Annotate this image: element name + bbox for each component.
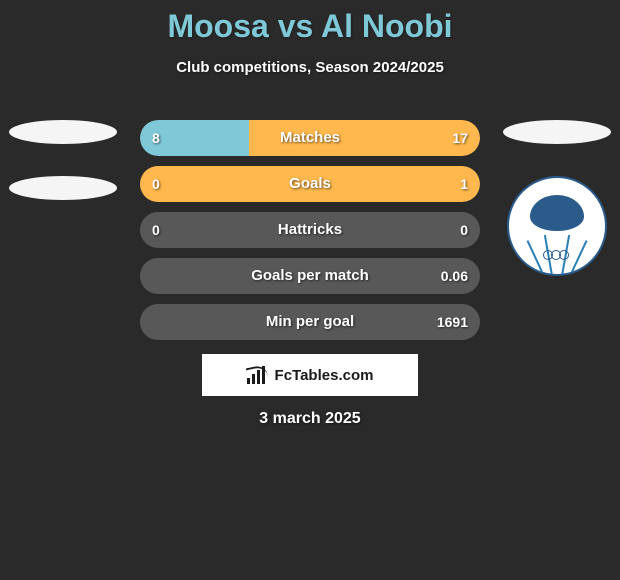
stat-value-right: 0 bbox=[460, 212, 468, 248]
stat-value-right: 1 bbox=[460, 166, 468, 202]
infographic-root: Moosa vs Al Noobi Club competitions, Sea… bbox=[0, 0, 620, 580]
stat-label: Min per goal bbox=[140, 304, 480, 340]
stat-value-right: 0.06 bbox=[441, 258, 468, 294]
stats-area: 8Matches170Goals10Hattricks0Goals per ma… bbox=[140, 120, 480, 350]
vs-text: vs bbox=[278, 8, 314, 44]
club-badge-icon bbox=[507, 176, 607, 276]
stat-row: Min per goal1691 bbox=[140, 304, 480, 340]
stat-row: 8Matches17 bbox=[140, 120, 480, 156]
player-placeholder-icon bbox=[503, 120, 611, 144]
brand-text: FcTables.com bbox=[275, 367, 374, 384]
player-left-name: Moosa bbox=[167, 8, 268, 44]
stat-row: Goals per match0.06 bbox=[140, 258, 480, 294]
subtitle: Club competitions, Season 2024/2025 bbox=[0, 59, 620, 76]
stat-label: Matches bbox=[140, 120, 480, 156]
page-title: Moosa vs Al Noobi bbox=[0, 0, 620, 45]
stat-value-right: 1691 bbox=[437, 304, 468, 340]
stat-row: 0Goals1 bbox=[140, 166, 480, 202]
brand-box: FcTables.com bbox=[202, 354, 418, 396]
stat-value-right: 17 bbox=[452, 120, 468, 156]
stat-label: Goals bbox=[140, 166, 480, 202]
stat-label: Hattricks bbox=[140, 212, 480, 248]
date-text: 3 march 2025 bbox=[0, 410, 620, 428]
stat-row: 0Hattricks0 bbox=[140, 212, 480, 248]
left-avatar-area bbox=[8, 120, 118, 232]
club-placeholder-icon bbox=[9, 176, 117, 200]
right-avatar-area bbox=[502, 120, 612, 276]
stat-label: Goals per match bbox=[140, 258, 480, 294]
player-placeholder-icon bbox=[9, 120, 117, 144]
brand-chart-icon bbox=[247, 366, 269, 384]
player-right-name: Al Noobi bbox=[321, 8, 453, 44]
